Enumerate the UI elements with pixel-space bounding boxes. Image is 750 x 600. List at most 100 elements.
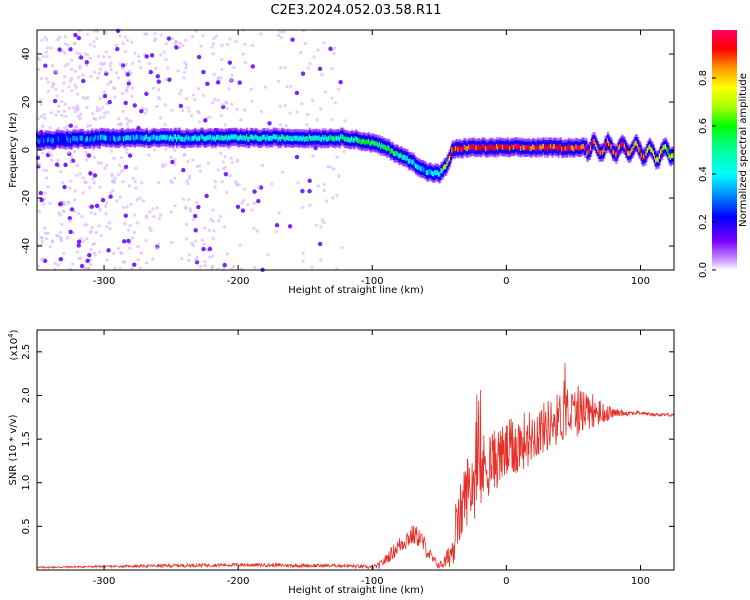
spectrogram-ridge-core <box>212 135 215 141</box>
spectrogram-noise-cell <box>116 117 121 121</box>
spectrogram-noise-cell <box>191 158 195 162</box>
spectrogram-ridge-core <box>575 144 578 150</box>
spectrogram-noise-cell <box>102 115 106 119</box>
spectrogram-noise-cell <box>287 224 293 229</box>
spectrogram-ridge-core <box>335 135 338 141</box>
spectrogram-noise-cell <box>125 151 129 155</box>
spectrogram-ridge-core <box>300 135 303 141</box>
spectrogram-ridge-core <box>603 147 606 153</box>
spectrogram-ridge-core <box>176 136 179 142</box>
spectrogram-noise-cell <box>44 176 48 180</box>
spectrogram-noise-cell <box>170 108 174 112</box>
spectrogram-ridge-core <box>433 171 436 177</box>
spectrogram-noise-cell <box>120 63 126 68</box>
spectrogram-noise-cell <box>205 81 210 87</box>
spectrogram-noise-cell <box>337 87 341 91</box>
spectrogram-ridge-core <box>50 137 53 143</box>
spectrogram-noise-cell <box>211 101 215 105</box>
spectrogram-ridge-core <box>95 134 98 140</box>
spectrogram-noise-cell <box>39 102 43 107</box>
spectrogram-ridge-core <box>179 136 182 142</box>
spectrogram-ridge-core <box>207 134 210 140</box>
spectrogram-ridge-core <box>302 135 305 141</box>
spectrogram-ridge-core <box>559 143 563 149</box>
spectrogram-ridge-core <box>647 145 651 151</box>
spectrogram-ridge-core <box>610 144 613 150</box>
spectrogram-ridge-core <box>61 137 64 143</box>
spectrogram-noise-cell <box>226 42 230 47</box>
spectrogram-noise-cell <box>37 209 42 214</box>
spectrogram-noise-cell <box>312 55 316 59</box>
spectrogram-noise-cell <box>45 168 49 172</box>
spectrogram-noise-cell <box>220 43 224 47</box>
spectrogram-ridge-core <box>167 135 170 141</box>
spectrogram-noise-cell <box>181 43 185 48</box>
spectrogram-noise-cell <box>183 60 187 64</box>
spectrogram-noise-cell <box>67 200 71 205</box>
snr-y-tick-label: 1.5 <box>21 431 32 447</box>
spectrogram-noise-cell <box>92 70 97 74</box>
spectrogram-noise-cell <box>223 165 227 169</box>
snr-y-tick-label: 2.5 <box>21 344 32 360</box>
spectrogram-noise-cell <box>176 69 180 73</box>
spectrogram-ridge-core <box>48 136 51 142</box>
snr-x-axis-label: Height of straight line (km) <box>288 585 424 596</box>
spectrogram-noise-cell <box>193 97 197 101</box>
spectrogram-noise-cell <box>57 126 61 130</box>
spectrogram-noise-cell <box>60 222 64 226</box>
spectrogram-ridge-core <box>338 136 342 142</box>
spectrogram-ridge-core <box>194 134 197 140</box>
spectrogram-noise-cell <box>333 46 337 50</box>
spectrogram-noise-cell <box>85 158 89 162</box>
spectrogram-noise-cell <box>241 52 245 56</box>
spectrogram-noise-cell <box>60 99 64 104</box>
spectrogram-noise-cell <box>333 101 337 105</box>
snr-y-tick-label: 2.0 <box>21 388 32 404</box>
spectrogram-noise-cell <box>206 161 211 165</box>
spectrogram-ridge-core <box>66 135 69 141</box>
spectrogram-ridge-core <box>589 145 593 151</box>
spectrogram-noise-cell <box>320 218 324 222</box>
spectrogram-noise-cell <box>301 205 305 210</box>
spectrogram-ridge-core <box>659 149 663 155</box>
spectrogram-ridge-core <box>431 171 435 177</box>
spectrogram-noise-cell <box>70 67 74 71</box>
spectrogram-ridge-core <box>318 135 321 141</box>
spectrogram-noise-cell <box>88 171 93 176</box>
spectrogram-ridge-core <box>371 139 374 145</box>
spectrogram-noise-cell <box>319 107 323 111</box>
spectrogram-noise-cell <box>159 53 163 57</box>
spectrogram-noise-cell <box>213 179 217 184</box>
spectrogram-ridge-core <box>561 146 564 152</box>
spectrogram-noise-cell <box>235 107 239 111</box>
spectrogram-ridge-core <box>402 154 406 160</box>
spectrogram-noise-cell <box>66 62 70 66</box>
spectrogram-ridge-core <box>593 138 596 144</box>
spectrogram-noise-cell <box>112 251 116 255</box>
spectrogram-ridge-core <box>533 145 536 151</box>
spectrogram-ridge-core <box>460 146 464 152</box>
spectrogram-ridge-core <box>49 137 52 143</box>
spectrogram-noise-cell <box>322 188 326 192</box>
spectrogram-noise-cell <box>149 53 155 58</box>
spectrogram-noise-cell <box>44 50 48 54</box>
spectrogram-ridge-core <box>616 149 619 155</box>
spectrogram-noise-cell <box>164 162 168 167</box>
spectrogram-ridge-core <box>97 135 100 141</box>
spectrogram-ridge-core <box>305 136 308 142</box>
spectrogram-ridge-core <box>474 145 477 151</box>
spectrogram-ridge-core <box>289 135 292 141</box>
spectrogram-noise-cell <box>225 190 229 194</box>
spectrogram-noise-cell <box>212 36 216 40</box>
spectrogram-noise-cell <box>314 223 318 227</box>
spectrogram-ridge-core <box>639 148 642 154</box>
spectrogram-noise-cell <box>58 35 62 39</box>
spectrogram-noise-cell <box>343 119 347 123</box>
spectrogram-ridge-core <box>670 153 674 159</box>
spectrogram-noise-cell <box>62 109 66 113</box>
spectrogram-noise-cell <box>50 158 54 162</box>
spectrogram-noise-cell <box>202 242 206 246</box>
spectrogram-ridge-core <box>109 135 112 141</box>
spectrogram-noise-cell <box>121 168 126 172</box>
spectrogram-noise-cell <box>108 194 113 199</box>
